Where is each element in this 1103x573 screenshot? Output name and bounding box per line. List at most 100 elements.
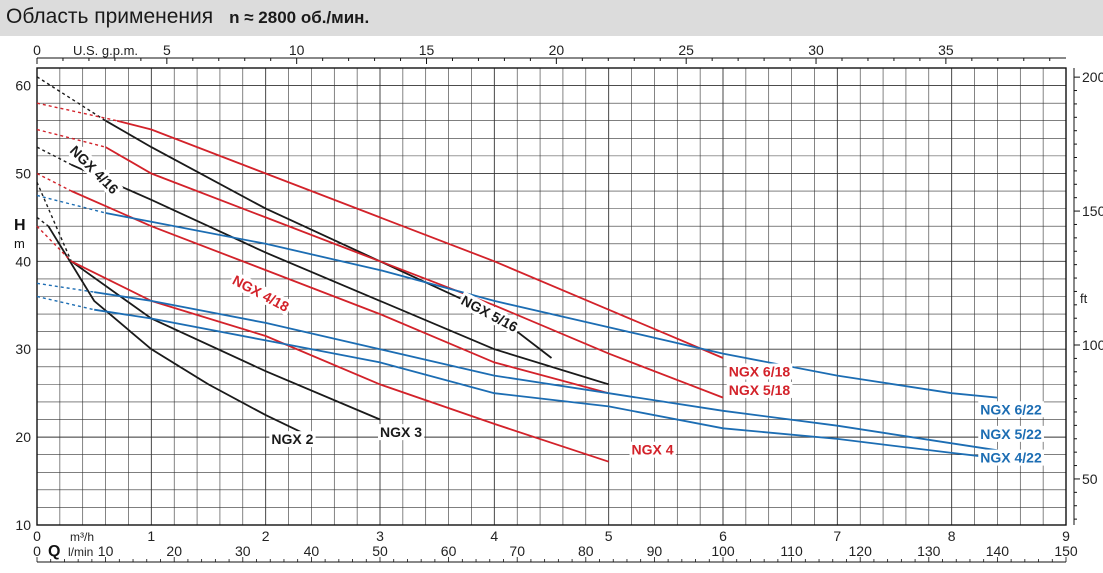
title-bar: Область применения n ≈ 2800 об./мин. bbox=[0, 0, 1103, 36]
bottom-lmin-tick-label: 40 bbox=[304, 543, 320, 559]
series-label-bg bbox=[978, 449, 1044, 466]
page-title: Область применения n ≈ 2800 об./мин. bbox=[6, 5, 369, 29]
series-dashed-ngx-5-22 bbox=[36, 282, 95, 293]
bottom-m3h-tick-label: 3 bbox=[376, 528, 384, 544]
series-line-ngx-2 bbox=[47, 225, 312, 438]
left-axis-tick-label: 20 bbox=[15, 429, 31, 445]
axis-layer: 0 5 10 15 20 25 30 35U.S. g.p.m.102030405060Hm5… bbox=[14, 42, 1103, 563]
top-axis-tick-label: 10 bbox=[289, 42, 305, 58]
left-axis-tick-label: 50 bbox=[15, 165, 31, 181]
bottom-m3h-tick-label: 7 bbox=[833, 528, 841, 544]
left-axis-unit: m bbox=[14, 236, 25, 251]
series-label-bg bbox=[378, 424, 425, 441]
left-axis-tick-label: 10 bbox=[15, 517, 31, 533]
series-label: NGX 5/16 bbox=[459, 292, 521, 335]
series-line-ngx-6-22 bbox=[105, 212, 998, 399]
grid-layer bbox=[36, 67, 1067, 526]
bottom-lmin-tick-label: 50 bbox=[372, 543, 388, 559]
series-dashed-ngx-2 bbox=[36, 216, 49, 227]
right-axis-tick-label: 100 bbox=[1082, 337, 1103, 353]
bottom-m3h-tick-label: 9 bbox=[1062, 528, 1070, 544]
top-axis-tick-label: 30 bbox=[808, 42, 824, 58]
series-label: NGX 3 bbox=[380, 424, 422, 440]
series-layer bbox=[36, 76, 998, 463]
series-label: NGX 4/22 bbox=[980, 450, 1042, 466]
label-layer: NGX 2 NGX 3 NGX 4 NGX 4/16 NGX 4/18 NGX 5/16 N… bbox=[65, 140, 1044, 466]
series-label: NGX 4 bbox=[632, 442, 674, 458]
right-axis-tick-label: 200 bbox=[1082, 69, 1103, 85]
bottom-lmin-tick-label: 70 bbox=[509, 543, 525, 559]
series-label: NGX 2 bbox=[271, 431, 313, 447]
series-label-bg bbox=[978, 425, 1044, 442]
bottom-m3h-tick-label: 0 bbox=[33, 528, 41, 544]
bottom-m3h-tick-label: 2 bbox=[262, 528, 270, 544]
left-axis-tick-label: 30 bbox=[15, 341, 31, 357]
bottom-lmin-tick-label: 130 bbox=[917, 543, 941, 559]
top-axis-tick-label: 20 bbox=[549, 42, 565, 58]
series-line-ngx-4 bbox=[70, 260, 609, 463]
top-axis-tick-label: 25 bbox=[678, 42, 694, 58]
series-dashed-ngx-4 bbox=[36, 225, 72, 262]
bottom-m3h-tick-label: 8 bbox=[948, 528, 956, 544]
left-axis-tick-label: 40 bbox=[15, 253, 31, 269]
bottom-lmin-tick-label: 30 bbox=[235, 543, 251, 559]
bottom-lmin-tick-label: 60 bbox=[441, 543, 457, 559]
bottom-m3h-tick-label: 6 bbox=[719, 528, 727, 544]
title-subtitle: n ≈ 2800 об./мин. bbox=[229, 8, 370, 27]
bottom-m3h-tick-label: 4 bbox=[490, 528, 498, 544]
series-line-ngx-4-16 bbox=[70, 163, 609, 386]
series-line-ngx-4-18 bbox=[70, 190, 609, 395]
series-dashed-ngx-6-18 bbox=[36, 102, 118, 122]
series-dashed-ngx-5-16 bbox=[36, 76, 106, 122]
bottom-lmin-tick-label: 140 bbox=[986, 543, 1010, 559]
series-line-ngx-5-18 bbox=[105, 146, 724, 399]
top-axis-tick-label: 5 bbox=[163, 42, 171, 58]
left-axis-tick-label: 60 bbox=[15, 78, 31, 94]
top-axis-tick-label: 15 bbox=[419, 42, 435, 58]
series-dashed-ngx-4-18 bbox=[36, 172, 72, 192]
right-axis-label: ft bbox=[1080, 291, 1088, 306]
series-line-ngx-3 bbox=[70, 260, 381, 421]
bottom-lmin-tick-label: 80 bbox=[578, 543, 594, 559]
bottom-lmin-tick-label: 100 bbox=[711, 543, 735, 559]
bottom-m3h-unit: m³/h bbox=[70, 530, 94, 544]
bottom-lmin-tick-label: 0 bbox=[33, 543, 41, 559]
series-label: NGX 5/18 bbox=[729, 382, 791, 398]
series-label-bg bbox=[456, 291, 523, 337]
bottom-lmin-tick-label: 90 bbox=[647, 543, 663, 559]
bottom-lmin-tick-label: 10 bbox=[98, 543, 114, 559]
top-axis-tick-label: 0 bbox=[33, 42, 41, 58]
series-label-bg bbox=[65, 140, 124, 199]
top-axis-tick-label: 35 bbox=[938, 42, 954, 58]
series-line-ngx-5-22 bbox=[94, 291, 998, 452]
bottom-m3h-tick-label: 5 bbox=[605, 528, 613, 544]
bottom-lmin-unit: l/min bbox=[68, 545, 93, 559]
series-label: NGX 4/18 bbox=[230, 272, 292, 315]
series-label: NGX 6/22 bbox=[980, 401, 1042, 417]
series-line-ngx-6-18 bbox=[116, 119, 724, 359]
series-dashed-ngx-3 bbox=[36, 181, 72, 262]
series-label-bg bbox=[269, 431, 316, 448]
bottom-lmin-tick-label: 20 bbox=[166, 543, 182, 559]
series-label-bg bbox=[228, 270, 294, 316]
bottom-lmin-tick-label: 150 bbox=[1054, 543, 1078, 559]
bottom-lmin-tick-label: 110 bbox=[780, 543, 803, 559]
title-main: Область применения bbox=[6, 5, 214, 28]
series-label-bg bbox=[629, 441, 676, 458]
bottom-axis-label: Q bbox=[48, 543, 60, 560]
series-label-bg bbox=[978, 401, 1044, 418]
bottom-m3h-tick-label: 1 bbox=[147, 528, 155, 544]
bottom-lmin-tick-label: 120 bbox=[849, 543, 873, 559]
series-line-ngx-4-22 bbox=[94, 308, 998, 460]
right-axis-tick-label: 50 bbox=[1082, 471, 1098, 487]
series-label-bg bbox=[726, 363, 793, 380]
series-label: NGX 5/22 bbox=[980, 426, 1042, 442]
series-label: NGX 6/18 bbox=[729, 363, 791, 379]
left-axis-label: H bbox=[14, 217, 26, 234]
series-label: NGX 4/16 bbox=[67, 142, 122, 197]
top-axis-label: U.S. g.p.m. bbox=[73, 43, 138, 58]
series-dashed-ngx-4-16 bbox=[36, 146, 72, 166]
series-dashed-ngx-4-22 bbox=[36, 295, 95, 311]
right-axis-tick-label: 150 bbox=[1082, 203, 1103, 219]
